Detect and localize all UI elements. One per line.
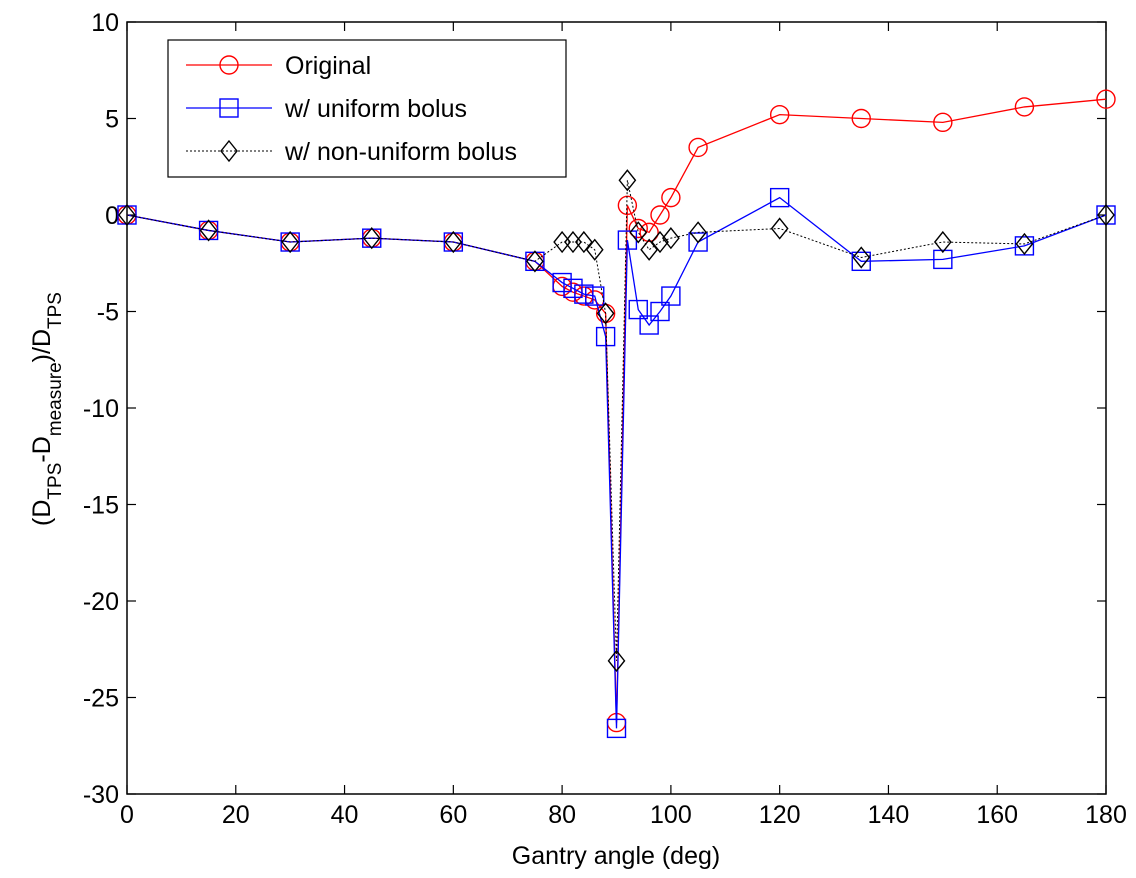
x-axis-label: Gantry angle (deg) [512,842,720,870]
data-point-non-uniform-bolus [933,230,952,254]
data-point-original [1014,97,1035,117]
x-tick-label: 0 [120,801,134,829]
series-line-non-uniform-bolus [126,180,1107,661]
data-point-non-uniform-bolus [640,238,659,261]
data-point-non-uniform-bolus [574,230,593,254]
data-point-original [639,222,659,243]
data-point-uniform-bolus [769,187,790,208]
x-tick-label: 20 [222,801,250,829]
data-point-non-uniform-bolus [651,230,669,254]
y-axis-label-subscript: measure [45,362,66,436]
data-point-uniform-bolus [639,315,659,335]
legend-label-non-uniform-bolus: w/ non-uniform bolus [284,138,517,166]
x-tick-label: 80 [548,801,576,829]
x-tick-label: 180 [1085,801,1127,829]
y-axis-label-text: -D [28,436,56,462]
y-tick-label: 5 [105,106,119,134]
data-point-original [688,137,708,158]
data-point-uniform-bolus [552,272,572,293]
legend-marker-non-uniform-bolus [220,139,238,163]
legend-marker-original [219,55,239,75]
y-axis-label: (DTPS-Dmeasure)/DTPS [28,292,66,526]
data-point-original [933,112,953,133]
data-point-non-uniform-bolus [1015,232,1034,256]
data-point-non-uniform-bolus [607,649,626,672]
legend-entry-uniform-bolus: w/ uniform bolus [186,95,467,123]
data-point-original [650,205,670,225]
data-point-non-uniform-bolus [199,219,218,242]
data-point-non-uniform-bolus [118,203,136,227]
data-point-original [628,218,648,239]
data-point-non-uniform-bolus [661,227,680,250]
y-axis-label-subscript: TPS [45,292,66,329]
data-point-non-uniform-bolus [629,221,648,244]
legend: Original w/ uniform bolus w/ non-uniform b… [167,39,567,178]
data-point-non-uniform-bolus [1097,203,1115,227]
y-axis-label-text: (D [28,500,56,526]
data-point-non-uniform-bolus [618,169,637,192]
data-point-uniform-bolus [606,718,627,739]
x-tick-label: 140 [868,801,910,829]
y-tick-label: 10 [91,9,119,37]
data-point-non-uniform-bolus [362,227,381,250]
data-point-non-uniform-bolus [770,217,789,240]
data-point-original [851,108,871,129]
series-uniform-bolus [117,187,1116,739]
y-tick-label: -30 [83,781,119,809]
x-tick-label: 120 [759,801,801,829]
data-point-uniform-bolus [661,286,681,306]
y-tick-label: -15 [83,492,119,520]
data-point-original [1096,89,1116,109]
legend-label-uniform-bolus: w/ uniform bolus [284,95,467,123]
data-point-non-uniform-bolus [281,230,300,254]
series-non-uniform-bolus [118,169,1115,672]
legend-marker-uniform-bolus [219,98,239,118]
y-tick-label: -20 [83,588,119,616]
x-tick-label: 40 [331,801,359,829]
data-point-uniform-bolus [628,299,648,320]
y-axis-label-text: )/D [28,329,56,362]
data-point-uniform-bolus [595,326,616,347]
data-point-original [769,104,790,125]
y-tick-label: -10 [83,395,119,423]
data-point-non-uniform-bolus [526,250,544,273]
y-axis-label-subscript: TPS [45,463,66,500]
plot-series [117,89,1116,739]
data-point-uniform-bolus [851,251,871,272]
y-tick-label: 0 [105,202,119,230]
data-point-uniform-bolus [650,301,670,322]
y-tick-label: -5 [97,299,119,327]
data-point-non-uniform-bolus [596,302,615,325]
data-point-original [661,187,681,208]
data-point-non-uniform-bolus [689,221,707,244]
data-point-uniform-bolus [585,286,605,306]
data-point-uniform-bolus [688,232,708,252]
legend-entry-original: Original [186,52,371,80]
x-tick-label: 60 [439,801,467,829]
data-point-non-uniform-bolus [585,238,604,261]
legend-label-original: Original [285,52,371,80]
data-point-non-uniform-bolus [852,246,871,269]
x-tick-label: 160 [976,801,1018,829]
data-point-uniform-bolus [933,249,953,270]
data-point-uniform-bolus [574,284,594,304]
legend-entry-non-uniform-bolus: w/ non-uniform bolus [186,138,517,166]
y-tick-label: -25 [83,685,119,713]
data-point-non-uniform-bolus [444,230,463,254]
data-point-uniform-bolus [563,278,583,299]
x-tick-label: 100 [650,801,692,829]
